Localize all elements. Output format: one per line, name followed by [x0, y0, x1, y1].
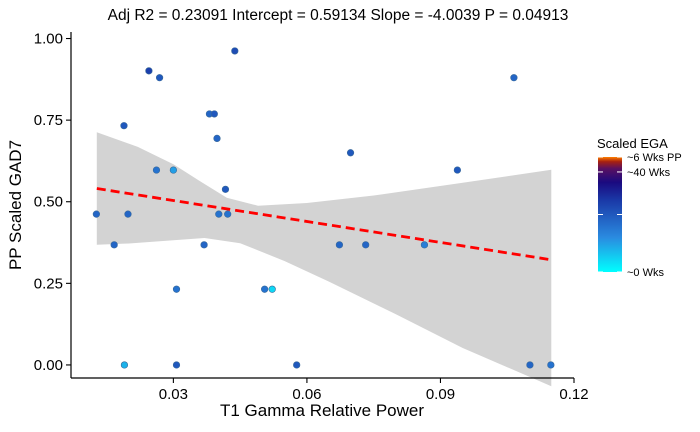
x-axis-title: T1 Gamma Relative Power	[220, 401, 424, 420]
y-axis-ticks: 0.00 0.25 0.50 0.75 1.00	[34, 31, 71, 374]
data-point	[547, 361, 555, 369]
data-point	[145, 67, 153, 75]
x-tick-label: 0.06	[292, 386, 321, 403]
y-tick-label: 0.50	[34, 194, 63, 211]
legend-label: ~6 Wks PP	[627, 152, 682, 164]
x-tick-label: 0.12	[559, 386, 588, 403]
data-point	[110, 241, 118, 249]
legend-label: ~40 Wks	[627, 167, 671, 179]
data-point	[120, 361, 129, 369]
data-point	[92, 210, 100, 218]
data-point	[420, 241, 429, 249]
data-point	[155, 74, 164, 82]
chart-title: Adj R2 = 0.23091 Intercept = 0.59134 Slo…	[108, 7, 569, 24]
regression-line	[96, 187, 552, 262]
data-point	[293, 361, 301, 369]
confidence-band-layer	[96, 132, 552, 387]
y-tick-label: 0.25	[34, 275, 63, 292]
data-point	[335, 241, 344, 249]
confidence-band	[96, 132, 552, 387]
data-point	[453, 166, 461, 174]
y-axis-title: PP Scaled GAD7	[6, 140, 25, 270]
data-point	[172, 361, 181, 369]
x-axis-ticks: 0.03 0.06 0.09 0.12	[159, 378, 589, 403]
legend-label: ~0 Wks	[627, 267, 664, 279]
data-point	[526, 361, 534, 369]
data-point	[215, 210, 223, 218]
data-point	[346, 149, 355, 157]
data-point	[152, 166, 161, 174]
color-legend: Scaled EGA ~6 Wks PP ~40 Wks ~0 Wks	[597, 136, 682, 279]
data-point	[510, 74, 518, 82]
y-tick-label: 0.00	[34, 357, 63, 374]
legend-labels: ~6 Wks PP ~40 Wks ~0 Wks	[598, 152, 682, 279]
data-point	[221, 185, 230, 193]
data-point	[268, 285, 276, 293]
data-point	[172, 285, 181, 293]
x-tick-label: 0.03	[159, 386, 188, 403]
data-point	[224, 210, 232, 218]
data-point	[362, 241, 370, 249]
data-point	[261, 285, 269, 293]
regression-line-layer	[96, 187, 552, 262]
data-point	[213, 134, 221, 143]
data-points-layer	[92, 47, 555, 369]
data-point	[124, 210, 132, 218]
data-point	[200, 241, 208, 249]
x-tick-label: 0.09	[426, 386, 455, 403]
data-point	[231, 47, 239, 55]
data-point	[120, 122, 128, 130]
y-tick-label: 1.00	[34, 31, 63, 48]
data-point	[169, 166, 177, 174]
y-tick-label: 0.75	[34, 112, 63, 129]
legend-title: Scaled EGA	[597, 136, 668, 151]
data-point	[210, 110, 218, 118]
